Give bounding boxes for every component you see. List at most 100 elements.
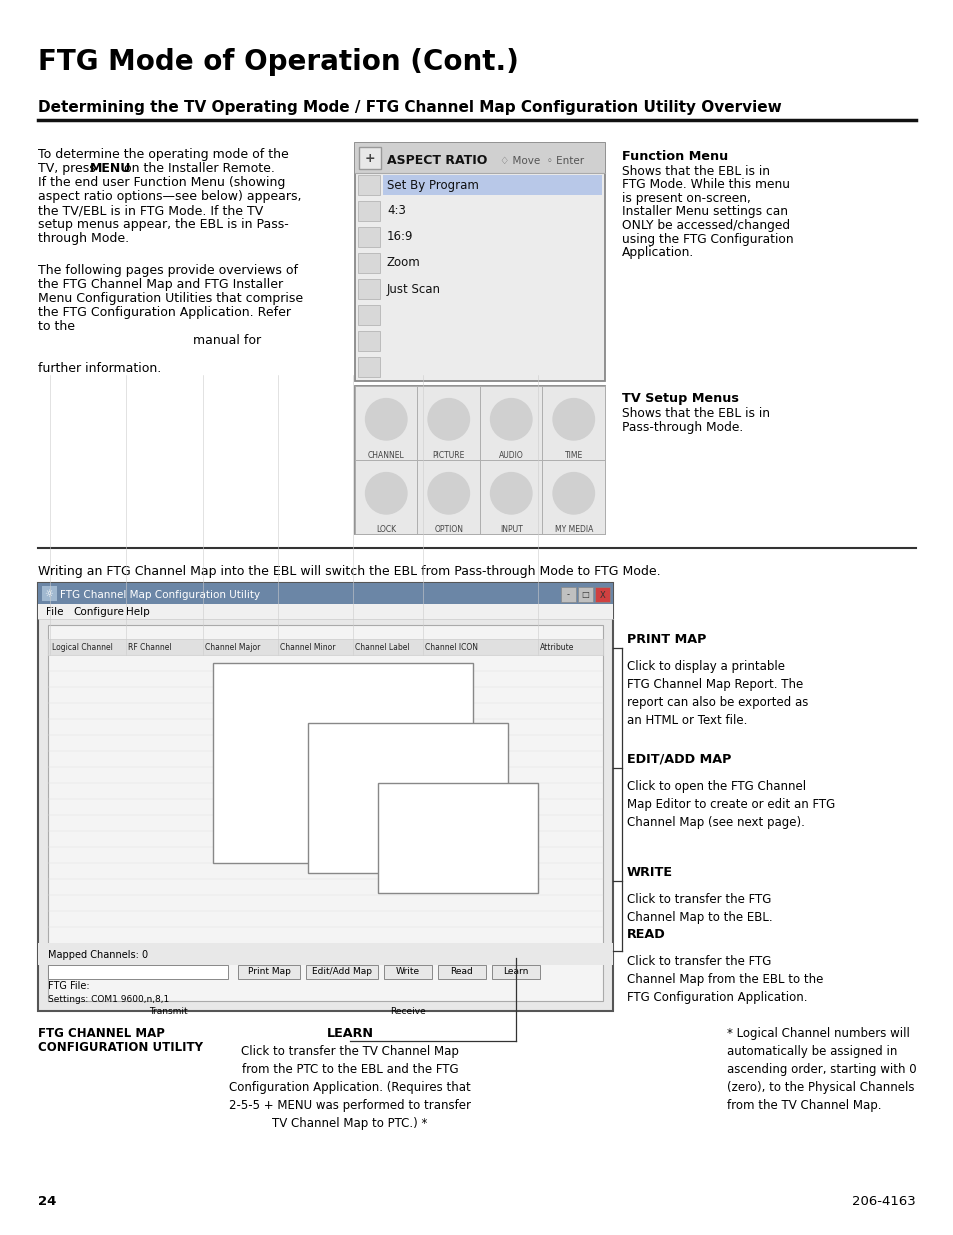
Text: Help: Help — [126, 606, 150, 618]
Text: the FTG Configuration Application. Refer: the FTG Configuration Application. Refer — [38, 306, 291, 319]
Text: Click to transfer the FTG
Channel Map from the EBL to the
FTG Configuration Appl: Click to transfer the FTG Channel Map fr… — [626, 955, 822, 1004]
Text: the FTG Channel Map and FTG Installer: the FTG Channel Map and FTG Installer — [38, 278, 283, 291]
Bar — [417, 459, 479, 534]
Text: MY MEDIA: MY MEDIA — [554, 525, 593, 534]
Bar — [542, 459, 604, 534]
Circle shape — [365, 399, 407, 440]
Bar — [437, 965, 485, 979]
Text: is present on-screen,: is present on-screen, — [621, 191, 750, 205]
Text: □: □ — [581, 590, 589, 599]
Circle shape — [553, 399, 594, 440]
Text: Channel ICON: Channel ICON — [424, 643, 477, 652]
Text: The following pages provide overviews of: The following pages provide overviews of — [38, 264, 297, 277]
Bar — [578, 587, 593, 601]
Text: through Mode.: through Mode. — [38, 232, 129, 245]
Bar — [357, 305, 379, 325]
Text: CHANNEL: CHANNEL — [368, 451, 404, 459]
Text: Set By Program: Set By Program — [387, 179, 478, 191]
Text: MENU: MENU — [90, 162, 132, 175]
Bar — [357, 253, 379, 273]
Bar — [42, 585, 57, 601]
Text: ☼: ☼ — [45, 589, 53, 599]
Text: Write: Write — [395, 967, 419, 977]
Text: aspect ratio options—see below) appears,: aspect ratio options—see below) appears, — [38, 190, 301, 203]
Text: X: X — [599, 590, 605, 599]
Bar — [308, 722, 507, 873]
Text: Application.: Application. — [621, 246, 694, 259]
Text: FTG File:: FTG File: — [48, 981, 90, 990]
Bar — [38, 604, 613, 619]
Text: PRINT MAP: PRINT MAP — [626, 634, 705, 646]
Text: Logical Channel: Logical Channel — [52, 643, 112, 652]
Text: Function Menu: Function Menu — [621, 149, 727, 163]
Text: ASPECT RATIO: ASPECT RATIO — [387, 154, 487, 168]
Text: Channel Label: Channel Label — [355, 643, 409, 652]
Bar — [595, 587, 609, 601]
Text: LEARN: LEARN — [326, 1028, 374, 1040]
Text: Settings: COM1 9600,n,8,1: Settings: COM1 9600,n,8,1 — [48, 995, 169, 1004]
Text: Configure: Configure — [73, 606, 124, 618]
Text: Mapped Channels: 0: Mapped Channels: 0 — [48, 950, 148, 960]
Text: EDIT/ADD MAP: EDIT/ADD MAP — [626, 753, 731, 766]
Text: -: - — [566, 590, 569, 599]
Text: further information.: further information. — [38, 362, 161, 375]
Bar — [377, 783, 537, 893]
Text: Transmit: Transmit — [149, 1007, 187, 1016]
Bar — [560, 587, 576, 601]
Circle shape — [428, 399, 469, 440]
Text: using the FTG Configuration: using the FTG Configuration — [621, 232, 793, 246]
Text: Shows that the EBL is in: Shows that the EBL is in — [621, 165, 769, 178]
Bar — [417, 387, 479, 459]
Bar — [38, 583, 613, 1011]
Bar — [384, 965, 432, 979]
Bar — [492, 965, 539, 979]
Bar — [357, 331, 379, 351]
Text: Menu Configuration Utilities that comprise: Menu Configuration Utilities that compri… — [38, 291, 303, 305]
Bar — [357, 357, 379, 377]
Text: setup menus appear, the EBL is in Pass-: setup menus appear, the EBL is in Pass- — [38, 219, 289, 231]
Text: FTG Channel Map Configuration Utility: FTG Channel Map Configuration Utility — [60, 590, 260, 600]
Text: Installer Menu settings can: Installer Menu settings can — [621, 205, 787, 219]
Bar — [38, 583, 613, 605]
Text: 206-4163: 206-4163 — [851, 1195, 915, 1208]
Text: READ: READ — [626, 927, 665, 941]
Circle shape — [490, 399, 532, 440]
Text: Channel Minor: Channel Minor — [280, 643, 335, 652]
Text: PICTURE: PICTURE — [432, 451, 464, 459]
Bar — [382, 175, 601, 195]
Text: File: File — [46, 606, 64, 618]
Bar — [355, 387, 417, 459]
Text: Channel Major: Channel Major — [205, 643, 260, 652]
Bar — [48, 625, 602, 1002]
Text: the TV/EBL is in FTG Mode. If the TV: the TV/EBL is in FTG Mode. If the TV — [38, 204, 263, 217]
Text: to the: to the — [38, 320, 75, 333]
Text: Pass-through Mode.: Pass-through Mode. — [621, 420, 742, 433]
Text: Click to open the FTG Channel
Map Editor to create or edit an FTG
Channel Map (s: Click to open the FTG Channel Map Editor… — [626, 781, 835, 829]
Text: FTG Mode of Operation (Cont.): FTG Mode of Operation (Cont.) — [38, 48, 518, 77]
Bar — [542, 387, 604, 459]
Bar — [355, 143, 604, 382]
Text: Click to display a printable
FTG Channel Map Report. The
report can also be expo: Click to display a printable FTG Channel… — [626, 659, 807, 727]
Bar — [355, 387, 604, 534]
Text: Determining the TV Operating Mode / FTG Channel Map Configuration Utility Overvi: Determining the TV Operating Mode / FTG … — [38, 100, 781, 115]
Bar — [355, 459, 417, 534]
Text: TV, press: TV, press — [38, 162, 100, 175]
Text: Click to transfer the FTG
Channel Map to the EBL.: Click to transfer the FTG Channel Map to… — [626, 893, 772, 924]
Bar — [357, 201, 379, 221]
Text: Shows that the EBL is in: Shows that the EBL is in — [621, 408, 769, 420]
Text: Receive: Receive — [390, 1007, 425, 1016]
Circle shape — [553, 473, 594, 514]
Bar — [479, 459, 542, 534]
Text: To determine the operating mode of the: To determine the operating mode of the — [38, 148, 289, 161]
Bar — [358, 147, 380, 169]
Text: Read: Read — [450, 967, 473, 977]
Text: ONLY be accessed/changed: ONLY be accessed/changed — [621, 219, 789, 232]
Text: ♢ Move  ◦ Enter: ♢ Move ◦ Enter — [499, 156, 583, 165]
Bar — [357, 227, 379, 247]
Text: manual for: manual for — [193, 333, 261, 347]
Bar — [357, 175, 379, 195]
Bar — [237, 965, 299, 979]
Text: LOCK: LOCK — [375, 525, 395, 534]
Text: Edit/Add Map: Edit/Add Map — [312, 967, 372, 977]
Text: AUDIO: AUDIO — [498, 451, 523, 459]
